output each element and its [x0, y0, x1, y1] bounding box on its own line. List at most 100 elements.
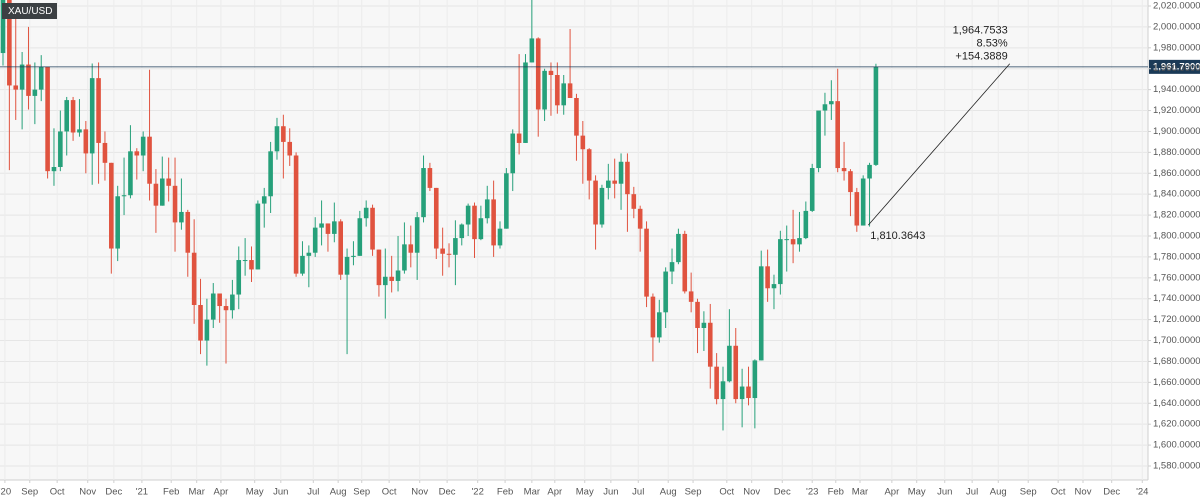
measure-percent-label: 8.53%: [977, 38, 1008, 50]
y-tick-label: 1,940.0000: [1153, 84, 1200, 95]
candle-body: [249, 260, 254, 270]
candle-body: [746, 386, 751, 399]
candle-body: [829, 101, 834, 105]
y-tick-label: 1,700.0000: [1153, 335, 1200, 346]
candle-body: [325, 223, 331, 234]
candle-body: [860, 178, 866, 226]
candle-body: [261, 196, 267, 204]
y-tick-label: 2,020.0000: [1153, 1, 1200, 12]
candle-body: [459, 224, 465, 239]
candle-body: [656, 312, 662, 338]
candle-body: [395, 270, 401, 281]
x-tick-label: '20: [0, 487, 11, 498]
candle-body: [332, 221, 337, 234]
candle-body: [7, 0, 12, 86]
y-tick-label: 1,620.0000: [1153, 419, 1200, 430]
candle-body: [720, 381, 726, 400]
candle-body: [676, 233, 681, 263]
candle-body: [198, 304, 203, 341]
x-tick-label: Dec: [1103, 487, 1120, 498]
candle-body: [408, 244, 414, 253]
x-tick-label: Nov: [743, 487, 760, 498]
x-tick-label: Apr: [547, 487, 562, 498]
last-price-badge: [1149, 59, 1200, 74]
price-axis-background: [1148, 0, 1200, 501]
x-tick-label: Oct: [382, 487, 397, 498]
y-tick-label: 1,860.0000: [1153, 168, 1200, 179]
candle-body: [370, 207, 375, 250]
candle-body: [669, 262, 675, 272]
candle-body: [363, 207, 369, 219]
x-tick-label: Feb: [828, 487, 844, 498]
x-tick-label: Feb: [497, 487, 513, 498]
candle-body: [77, 129, 82, 133]
y-tick-label: 1,960.0000: [1153, 63, 1200, 74]
candle-body: [650, 296, 656, 338]
x-tick-label: Jun: [603, 487, 618, 498]
x-tick-label: Oct: [719, 487, 734, 498]
candle-body: [797, 238, 802, 245]
x-tick-label: Jul: [632, 487, 644, 498]
candle-body: [376, 249, 382, 286]
candle-body: [147, 136, 152, 184]
candle-body: [26, 64, 31, 96]
y-tick-label: 1,820.0000: [1153, 210, 1200, 221]
candle-body: [223, 306, 229, 311]
candle-body: [140, 136, 146, 156]
x-tick-label: Dec: [774, 487, 791, 498]
candle-body: [688, 291, 694, 302]
candle-body: [778, 239, 783, 285]
y-tick-label: 1,920.0000: [1153, 105, 1200, 116]
candle-body: [561, 83, 567, 106]
candle-body: [389, 276, 394, 281]
y-tick-label: 1,840.0000: [1153, 189, 1200, 200]
candle-body: [319, 223, 324, 228]
candle-body: [529, 38, 535, 63]
candle-body: [567, 83, 573, 98]
candle-body: [644, 228, 649, 297]
candle-body: [102, 142, 108, 163]
candle-body: [293, 155, 299, 274]
candle-body: [172, 185, 178, 223]
candle-body: [383, 276, 388, 286]
candle-body: [816, 110, 821, 169]
candle-body: [758, 266, 764, 361]
x-tick-label: Oct: [1051, 487, 1066, 498]
candle-body: [281, 126, 286, 142]
candle-body: [535, 38, 541, 110]
y-tick-label: 1,640.0000: [1153, 398, 1200, 409]
x-tick-label: Sep: [1020, 487, 1037, 498]
candle-body: [38, 66, 44, 90]
candle-body: [542, 70, 547, 110]
candle-body: [115, 196, 120, 249]
candle-body: [555, 74, 560, 106]
x-tick-label: Jun: [273, 487, 288, 498]
candle-body: [357, 218, 363, 256]
candle-body: [242, 260, 248, 262]
candle-body: [612, 180, 617, 184]
candle-body: [472, 205, 477, 240]
y-tick-label: 1,800.0000: [1153, 231, 1200, 242]
candle-body: [682, 233, 688, 292]
candle-body: [19, 64, 25, 90]
x-tick-label: Sep: [685, 487, 702, 498]
x-tick-label: '22: [471, 487, 483, 498]
candle-body: [606, 180, 611, 188]
candle-body: [497, 228, 503, 246]
candle-body: [300, 255, 305, 274]
candle-body: [593, 180, 598, 225]
candle-body: [618, 161, 624, 184]
x-tick-label: '23: [806, 487, 818, 498]
candle-body: [185, 211, 191, 253]
candle-body: [707, 322, 713, 367]
x-tick-label: May: [576, 487, 594, 498]
candle-body: [83, 129, 89, 154]
candle-body: [109, 162, 114, 249]
candle-body: [128, 151, 133, 196]
candle-body: [739, 386, 745, 400]
candle-body: [465, 205, 471, 225]
candle-body: [166, 178, 171, 186]
candle-body: [714, 366, 719, 400]
candle-body: [217, 293, 222, 307]
x-tick-label: Jun: [937, 487, 952, 498]
